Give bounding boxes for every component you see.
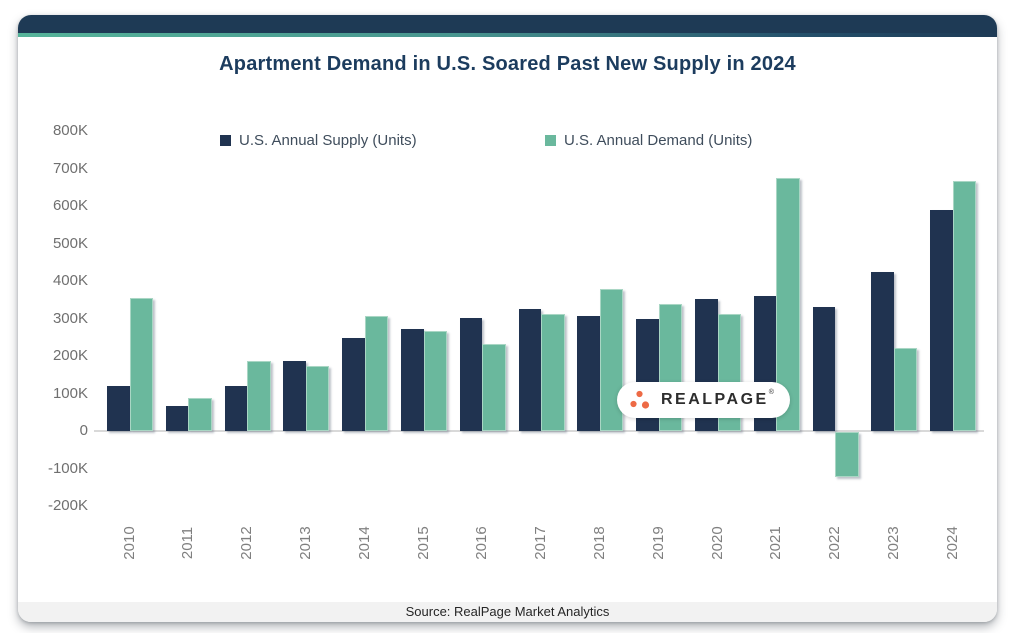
legend-swatch-icon (220, 134, 231, 146)
y-axis-tick-label: -200K (47, 497, 88, 514)
x-axis-label-2016: 2016 (473, 526, 491, 560)
legend-label: U.S. Annual Supply (Units) (239, 131, 417, 149)
y-axis-tick-label: 700K (52, 159, 88, 177)
legend-label: U.S. Annual Demand (Units) (564, 131, 753, 149)
x-axis-label-2014: 2014 (355, 526, 373, 560)
legend-swatch-icon (545, 134, 556, 146)
bar-demand-2012 (247, 361, 271, 431)
x-axis-label-2020: 2020 (708, 526, 726, 560)
bar-supply-2013 (283, 360, 306, 431)
bar-supply-2010 (107, 386, 130, 431)
card-header-bar (18, 15, 997, 33)
bar-supply-2014 (342, 338, 365, 431)
realpage-logo: REALPAGE ® (617, 382, 790, 418)
bar-demand-2024 (952, 180, 977, 431)
y-axis-tick-label: 0 (79, 422, 88, 439)
bar-supply-2011 (165, 406, 189, 431)
y-axis-tick-label: 400K (52, 272, 88, 289)
chart-card: Apartment Demand in U.S. Soared Past New… (18, 15, 997, 622)
bar-supply-2016 (459, 317, 483, 431)
bar-demand-2023 (893, 347, 918, 431)
y-axis-tick-label: 100K (52, 384, 88, 402)
legend-item-demand: U.S. Annual Demand (Units) (545, 131, 752, 149)
bar-supply-2017 (518, 308, 542, 431)
x-axis-label-2022: 2022 (826, 526, 844, 560)
y-axis-tick-label: 800K (52, 122, 88, 139)
x-axis-label-2012: 2012 (238, 526, 256, 560)
x-axis-label-2015: 2015 (414, 526, 432, 560)
bar-demand-2022 (835, 432, 859, 478)
bar-demand-2014 (364, 315, 389, 431)
x-axis-label-2010: 2010 (120, 526, 138, 560)
x-axis-label-2023: 2023 (884, 526, 902, 560)
chart-title: Apartment Demand in U.S. Soared Past New… (219, 53, 796, 75)
x-axis-label-2024: 2024 (943, 526, 961, 560)
y-axis-tick-label: 300K (52, 309, 88, 327)
bar-demand-2017 (541, 314, 565, 431)
x-axis-label-2017: 2017 (532, 526, 550, 560)
y-axis-tick-label: -100K (47, 459, 88, 477)
accent-gradient-line (18, 33, 997, 37)
y-axis-tick-label: 200K (52, 347, 88, 364)
realpage-logo-text: REALPAGE (661, 391, 769, 408)
realpage-trademark: ® (768, 389, 774, 396)
legend-item-supply: U.S. Annual Supply (Units) (220, 131, 417, 149)
bar-demand-2015 (423, 331, 447, 431)
y-axis-tick-label: 600K (52, 197, 88, 214)
x-axis-label-2019: 2019 (649, 526, 667, 560)
bar-supply-2012 (224, 386, 248, 431)
y-axis-tick-label: 500K (52, 234, 88, 252)
zero-axis-line (94, 430, 984, 432)
bar-supply-2024 (930, 210, 953, 431)
bar-demand-2011 (188, 398, 212, 431)
x-axis-label-2013: 2013 (296, 526, 314, 560)
bar-supply-2023 (871, 271, 894, 431)
x-axis-label-2011: 2011 (179, 526, 197, 560)
source-bar: Source: RealPage Market Analytics (18, 602, 997, 622)
bar-demand-2016 (482, 344, 506, 431)
x-axis-label-2021: 2021 (767, 526, 785, 560)
bar-demand-2021 (776, 177, 800, 431)
realpage-dots-icon (630, 390, 650, 409)
bar-demand-2013 (305, 365, 330, 431)
bar-supply-2018 (577, 316, 600, 431)
bar-supply-2015 (401, 329, 424, 431)
x-axis-label-2018: 2018 (590, 526, 608, 560)
bar-supply-2022 (812, 307, 836, 431)
bar-demand-2010 (129, 297, 153, 431)
